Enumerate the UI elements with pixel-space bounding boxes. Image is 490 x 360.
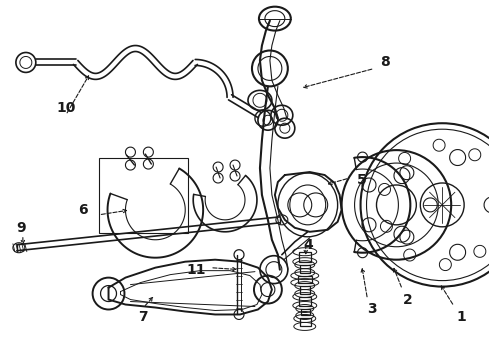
Bar (299, 252, 311, 262)
Bar (300, 319, 311, 327)
Bar (298, 276, 312, 283)
Text: 7: 7 (139, 310, 148, 324)
Text: 5: 5 (357, 173, 367, 187)
Bar (98, 158, 188, 233)
Text: 10: 10 (56, 101, 75, 115)
Text: 11: 11 (186, 263, 206, 276)
Text: 6: 6 (78, 203, 87, 217)
Bar (300, 265, 310, 273)
Text: 9: 9 (16, 221, 25, 235)
Text: 4: 4 (303, 238, 313, 252)
Bar (299, 297, 311, 306)
Bar (300, 285, 310, 293)
Bar (301, 309, 310, 315)
Text: 2: 2 (402, 293, 412, 306)
Text: 1: 1 (456, 310, 466, 324)
Text: 3: 3 (367, 302, 376, 316)
Text: 8: 8 (381, 55, 391, 69)
